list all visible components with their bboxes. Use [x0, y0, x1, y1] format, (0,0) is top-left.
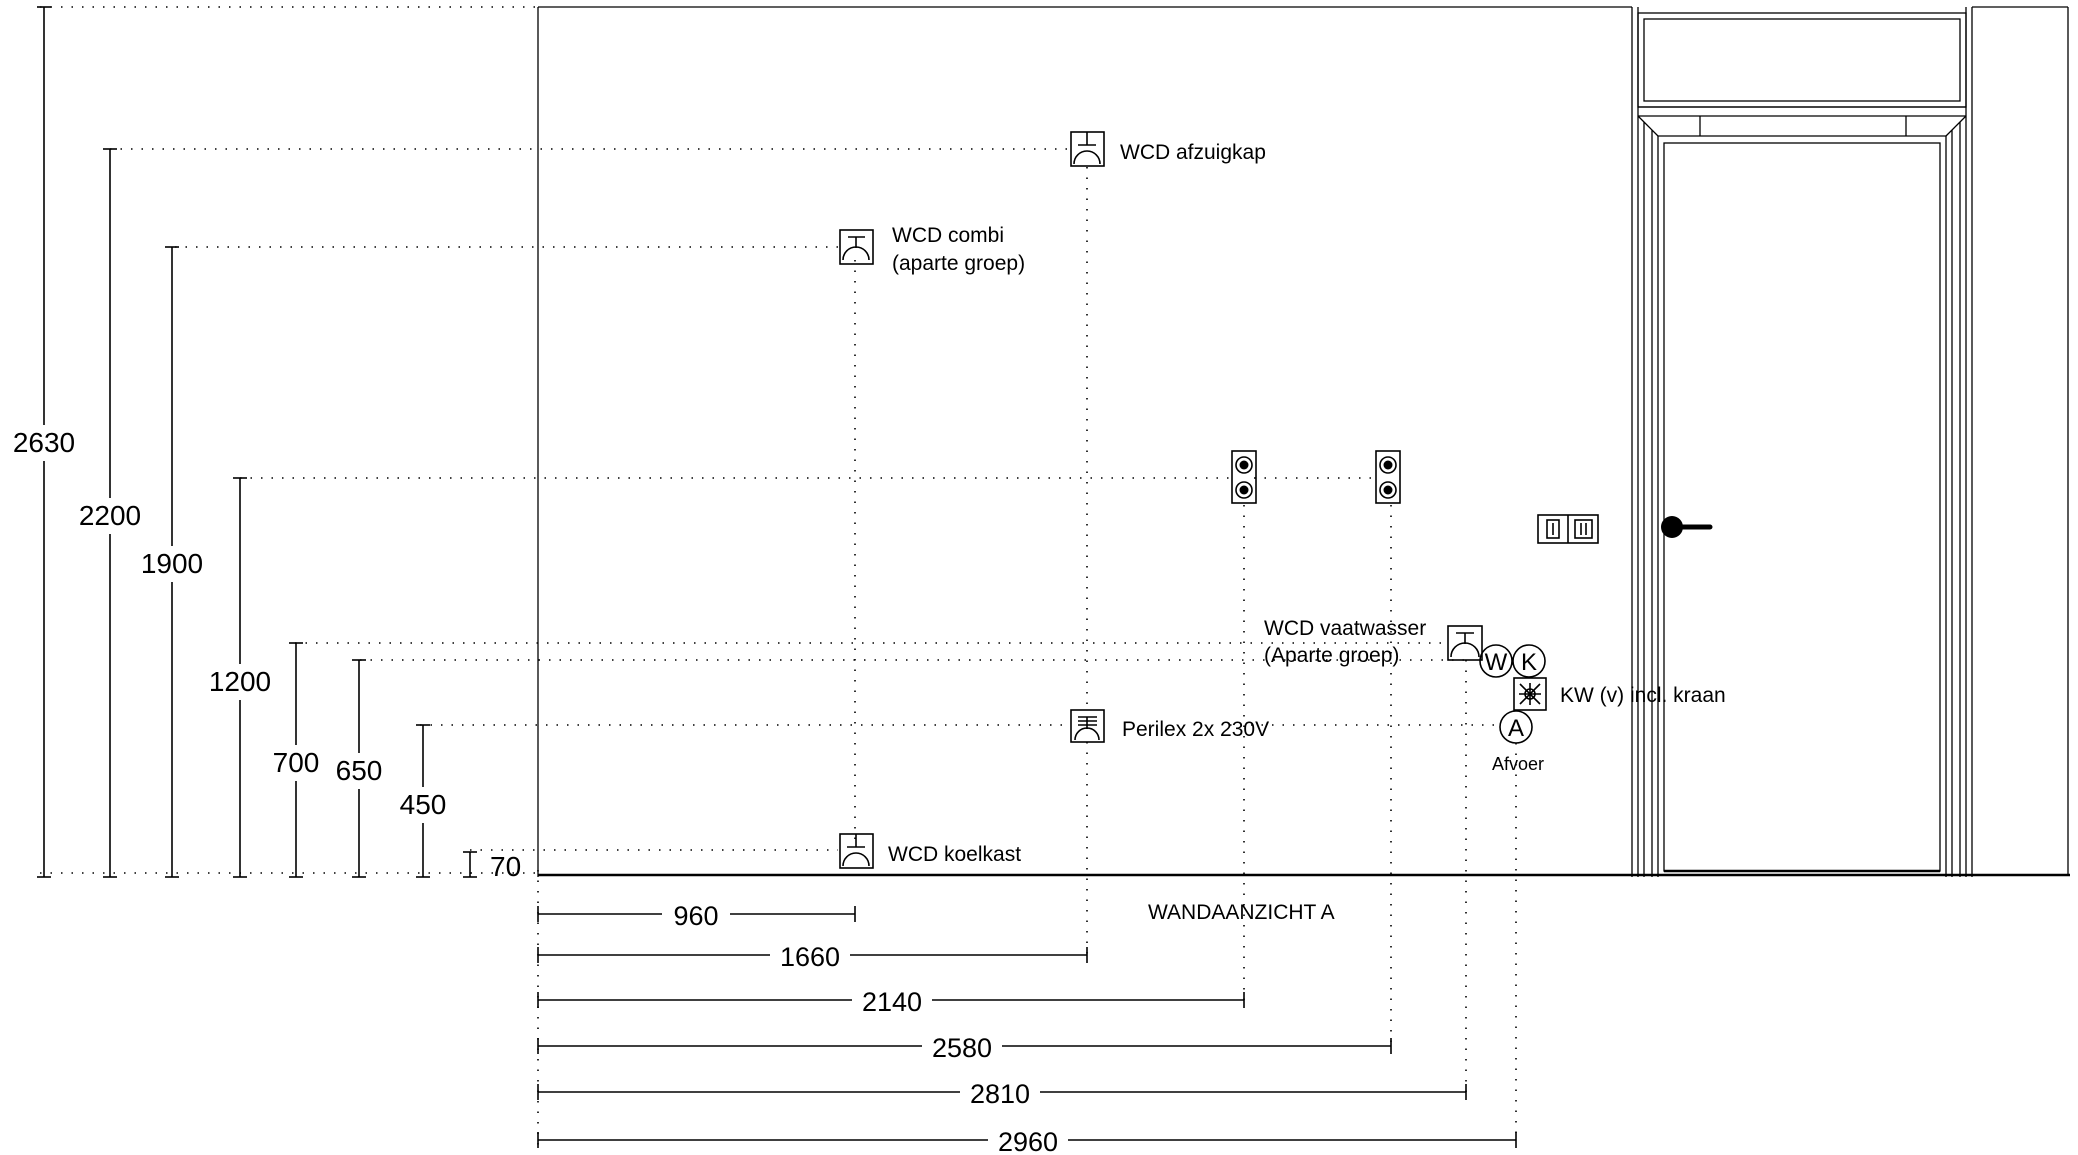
dim-1660: 1660	[780, 942, 840, 972]
dim-700: 700	[273, 747, 320, 778]
kw-kraan-icon	[1513, 677, 1547, 711]
vertical-dimension-lines	[37, 6, 477, 878]
wcd-vaatwasser-label-line1: WCD vaatwasser	[1264, 617, 1426, 640]
warm-water-icon: W	[1479, 644, 1513, 678]
door	[1631, 7, 1973, 877]
wcd-combi-label-line1: WCD combi	[892, 224, 1004, 247]
dim-650: 650	[336, 755, 383, 786]
afvoer-icon: A	[1499, 710, 1533, 744]
wall-outline	[537, 6, 2070, 877]
dim-2580: 2580	[932, 1033, 992, 1063]
wcd-vaatwasser-socket-icon	[1447, 625, 1483, 661]
light-switch-icon	[1537, 514, 1599, 544]
cold-water-letter: K	[1521, 649, 1537, 676]
dim-960: 960	[673, 901, 718, 931]
dim-2960: 2960	[998, 1127, 1058, 1155]
perilex-label: Perilex 2x 230V	[1122, 718, 1269, 741]
perilex-socket-icon	[1070, 709, 1105, 743]
afvoer-label: Afvoer	[1492, 754, 1544, 774]
dim-2200: 2200	[79, 500, 141, 531]
cold-water-icon: K	[1512, 644, 1546, 678]
wcd-afzuigkap-label: WCD afzuigkap	[1120, 141, 1266, 164]
vertical-dimension-labels: 2630 2200 1900 1200 700 650 450 70	[10, 425, 521, 882]
dim-2630: 2630	[13, 427, 75, 458]
wcd-koelkast-socket-icon	[839, 833, 874, 869]
wcd-koelkast-label: WCD koelkast	[888, 843, 1021, 866]
dim-2810: 2810	[970, 1079, 1030, 1109]
horizontal-dimension-labels: 960 1660 2140 2580 2810 2960	[662, 898, 1068, 1155]
dim-1200: 1200	[209, 666, 271, 697]
warm-water-letter: W	[1485, 649, 1508, 676]
dim-1900: 1900	[141, 548, 203, 579]
view-title: WANDAANZICHT A	[1148, 901, 1335, 924]
dim-450: 450	[400, 789, 447, 820]
afvoer-letter: A	[1508, 715, 1524, 742]
horizontal-dimension-lines	[537, 906, 1517, 1148]
double-socket-icon	[1231, 450, 1257, 504]
wcd-vaatwasser-label-line2: (Aparte groep)	[1264, 644, 1399, 667]
wcd-combi-label-line2: (aparte groep)	[892, 252, 1025, 275]
wcd-combi-socket-icon	[839, 229, 874, 265]
reference-lines	[40, 6, 1517, 1145]
kw-kraan-label: KW (v) incl. kraan	[1560, 684, 1726, 707]
door-handle-icon	[1661, 516, 1713, 538]
wcd-afzuigkap-socket-icon	[1070, 131, 1105, 167]
dim-70: 70	[490, 851, 521, 882]
double-socket-icon	[1375, 450, 1401, 504]
dim-2140: 2140	[862, 987, 922, 1017]
